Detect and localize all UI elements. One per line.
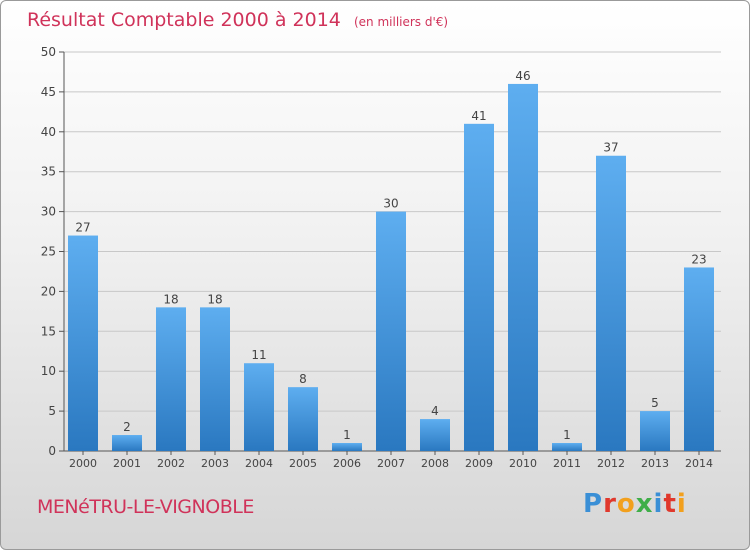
y-tick-label: 25 xyxy=(41,245,56,259)
bar-2007 xyxy=(376,211,406,451)
bar-2002 xyxy=(156,307,186,451)
chart-subtitle: (en milliers d'€) xyxy=(353,15,449,29)
data-label: 27 xyxy=(75,221,90,235)
x-tick-label: 2005 xyxy=(289,457,317,470)
y-tick-label: 5 xyxy=(48,404,56,418)
data-label: 2 xyxy=(123,420,131,434)
data-label: 1 xyxy=(343,428,351,442)
y-tick-labels: 0 5 10 15 20 25 30 35 40 45 50 xyxy=(41,45,56,458)
bar-2001 xyxy=(112,435,142,451)
y-tick-label: 40 xyxy=(41,125,56,139)
chart-title: Résultat Comptable 2000 à 2014 xyxy=(27,9,341,31)
data-label: 11 xyxy=(251,348,266,362)
x-tick-label: 2003 xyxy=(201,457,229,470)
data-labels: 27 2 18 18 11 8 1 30 4 41 46 1 37 5 23 xyxy=(75,69,706,442)
logo-letter: t xyxy=(663,489,677,519)
y-tick-label: 45 xyxy=(41,85,56,99)
bar-2011 xyxy=(552,443,582,451)
data-label: 18 xyxy=(163,292,178,306)
x-tick-label: 2000 xyxy=(69,457,97,470)
x-tick-label: 2011 xyxy=(553,457,581,470)
y-tick-label: 20 xyxy=(41,284,56,298)
x-tick-label: 2013 xyxy=(641,457,669,470)
bar-2003 xyxy=(200,307,230,451)
data-label: 5 xyxy=(651,396,659,410)
data-label: 18 xyxy=(207,292,222,306)
x-tick-label: 2014 xyxy=(685,457,713,470)
title-block: Résultat Comptable 2000 à 2014 (en milli… xyxy=(27,9,448,31)
logo-letter: i xyxy=(653,489,664,519)
x-tick-label: 2004 xyxy=(245,457,273,470)
logo-letter: r xyxy=(603,489,617,519)
x-tick-label: 2006 xyxy=(333,457,361,470)
logo-letter: x xyxy=(635,489,654,519)
x-tick-label: 2012 xyxy=(597,457,625,470)
bar-2005 xyxy=(288,387,318,451)
logo-letter: i xyxy=(676,489,687,519)
y-tick-label: 50 xyxy=(41,45,56,59)
bar-2012 xyxy=(596,155,626,452)
bar-2004 xyxy=(244,363,274,451)
bar-2014 xyxy=(684,267,714,451)
bar-2000 xyxy=(68,235,98,451)
logo-letter: o xyxy=(616,489,636,519)
x-tick-label: 2001 xyxy=(113,457,141,470)
bar-2008 xyxy=(420,419,450,451)
bar-2009 xyxy=(464,123,494,451)
logo-letter: P xyxy=(583,489,604,519)
data-label: 46 xyxy=(515,69,530,83)
y-tick-label: 15 xyxy=(41,324,56,338)
y-tick-label: 10 xyxy=(41,364,56,378)
data-label: 4 xyxy=(431,404,439,418)
data-label: 23 xyxy=(691,252,706,266)
y-tick-label: 30 xyxy=(41,205,56,219)
x-tick-labels: 2000 2001 2002 2003 2004 2005 2006 2007 2008 2009… xyxy=(69,457,713,470)
x-tick-label: 2010 xyxy=(509,457,537,470)
data-label: 1 xyxy=(563,428,571,442)
data-label: 8 xyxy=(299,372,307,386)
bar-2010 xyxy=(508,83,538,452)
x-tick-label: 2009 xyxy=(465,457,493,470)
data-label: 37 xyxy=(603,141,618,155)
x-tick-label: 2007 xyxy=(377,457,405,470)
data-label: 41 xyxy=(471,109,486,123)
bars xyxy=(68,83,714,452)
x-tick-label: 2008 xyxy=(421,457,449,470)
x-tick-label: 2002 xyxy=(157,457,185,470)
proxiti-logo[interactable]: Proxiti xyxy=(583,489,687,519)
bar-2013 xyxy=(640,411,670,451)
data-label: 30 xyxy=(383,197,398,211)
y-tick-label: 35 xyxy=(41,165,56,179)
y-tick-label: 0 xyxy=(48,444,56,458)
commune-name: MENéTRU-LE-VIGNOBLE xyxy=(37,496,254,518)
bar-2006 xyxy=(332,443,362,451)
